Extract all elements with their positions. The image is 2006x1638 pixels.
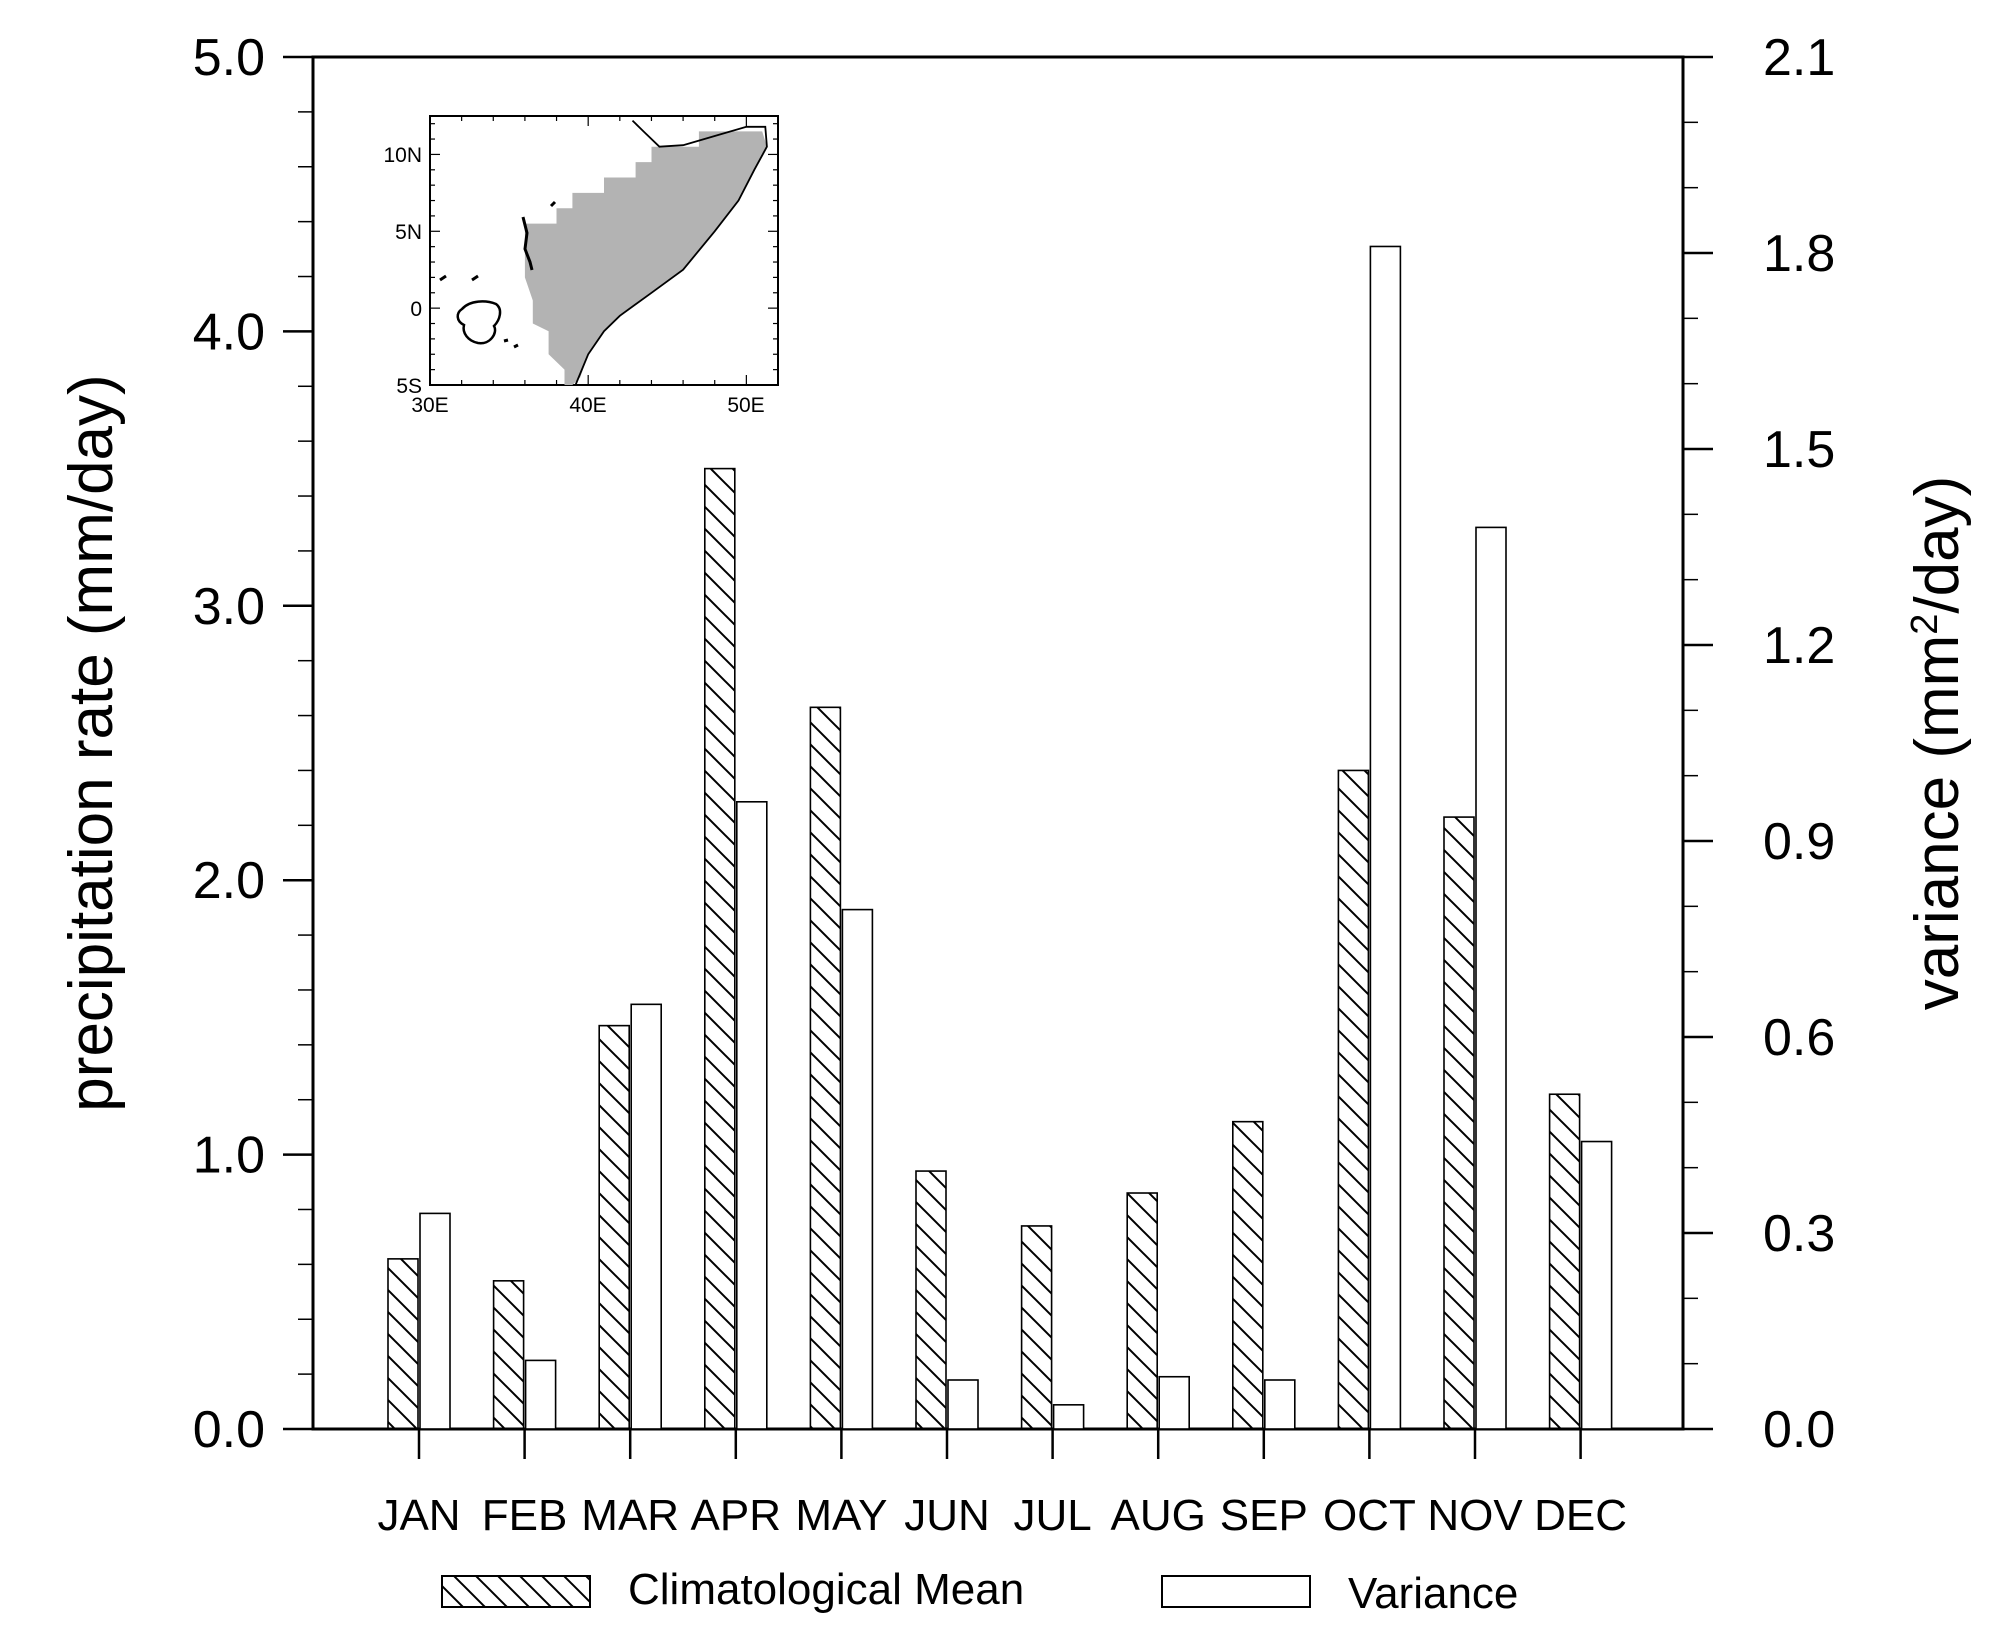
right-tick-label: 0.3 <box>1763 1205 1835 1263</box>
bar-variance-dec <box>1580 1140 1613 1430</box>
x-tick-label-sep: SEP <box>1220 1491 1308 1540</box>
bar-variance-jun <box>947 1379 979 1430</box>
x-tick-label-jul: JUL <box>1013 1491 1091 1540</box>
bar-mean-nov <box>1443 816 1475 1430</box>
x-axis: JAN FEB MAR APR MAY JUN JUL AUG SEP OCT NOV DEC <box>377 1429 1627 1540</box>
bar-variance-may <box>841 908 874 1430</box>
x-tick-label-apr: APR <box>691 1491 781 1540</box>
bar-mean-apr <box>703 467 736 1430</box>
right-tick-label: 1.2 <box>1763 617 1835 675</box>
bar-variance-aug <box>1158 1375 1190 1430</box>
left-tick-label: 0.0 <box>193 1401 265 1459</box>
y2-axis-title-part: /day) <box>1903 476 1972 614</box>
x-tick-label-jun: JUN <box>904 1491 990 1540</box>
map-lat-label-5s: 5S <box>396 375 422 398</box>
x-tick-label-feb: FEB <box>482 1491 568 1540</box>
y2-axis-title-sup: 2 <box>1904 614 1946 635</box>
right-tick-label: 1.8 <box>1763 225 1835 283</box>
y-axis-title: precipitation rate (mm/day) <box>57 374 126 1111</box>
map-shaded-region <box>524 131 767 385</box>
map-lon-label-50e: 50E <box>727 394 764 417</box>
y2-axis-title-part: variance (mm <box>1903 635 1972 1011</box>
bar-variance-feb <box>524 1359 557 1430</box>
right-tick-label: 0.0 <box>1763 1401 1835 1459</box>
x-tick-label-may: MAY <box>795 1491 887 1540</box>
bar-variance-apr <box>735 800 768 1430</box>
bar-variance-jan <box>419 1212 451 1430</box>
bar-mean-mar <box>598 1024 631 1430</box>
map-lake-victoria <box>456 300 502 345</box>
bar-layer <box>387 245 1613 1430</box>
bar-variance-sep <box>1264 1379 1296 1430</box>
x-tick-label-mar: MAR <box>581 1491 679 1540</box>
left-axis: 0.0 1.0 2.0 3.0 4.0 5.0 <box>193 29 313 1459</box>
bar-mean-jul <box>1020 1225 1053 1430</box>
x-tick-label-nov: NOV <box>1427 1491 1523 1540</box>
legend-swatch-climatological-mean <box>441 1575 591 1608</box>
legend: Climatological Mean Variance <box>441 1565 1518 1618</box>
map-lon-label-30e: 30E <box>411 394 448 417</box>
bar-mean-aug <box>1126 1192 1158 1430</box>
map-lat-label-5n: 5N <box>395 221 422 244</box>
left-tick-label: 2.0 <box>193 852 265 910</box>
bar-mean-dec <box>1548 1093 1581 1430</box>
right-axis: 0.0 0.3 0.6 0.9 1.2 1.5 1.8 2.1 <box>1683 29 1835 1459</box>
bar-mean-feb <box>492 1280 525 1430</box>
legend-label-variance: Variance <box>1348 1569 1518 1618</box>
bar-variance-nov <box>1475 526 1507 1430</box>
bar-mean-jan <box>387 1258 419 1430</box>
left-tick-label: 1.0 <box>193 1127 265 1185</box>
left-tick-label: 5.0 <box>193 29 265 87</box>
x-tick-label-aug: AUG <box>1111 1491 1206 1540</box>
map-lat-label-0: 0 <box>410 298 422 321</box>
map-lat-label-10n: 10N <box>383 144 422 167</box>
x-tick-label-dec: DEC <box>1534 1491 1627 1540</box>
map-small-lakes <box>439 200 557 349</box>
inset-map: 30E 40E 50E 10N 5N 0 5S <box>383 115 779 417</box>
right-tick-label: 1.5 <box>1763 421 1835 479</box>
legend-swatch-variance <box>1161 1575 1311 1608</box>
map-ticks <box>429 116 779 386</box>
x-tick-label-oct: OCT <box>1323 1491 1416 1540</box>
bar-mean-jun <box>915 1170 947 1430</box>
bar-mean-sep <box>1232 1120 1264 1430</box>
right-tick-label: 2.1 <box>1763 29 1835 87</box>
right-tick-label: 0.6 <box>1763 1009 1835 1067</box>
legend-label-climatological-mean: Climatological Mean <box>628 1565 1024 1614</box>
map-lake-turkana <box>521 216 534 271</box>
right-tick-label: 0.9 <box>1763 813 1835 871</box>
map-coastline <box>574 119 768 386</box>
left-tick-label: 3.0 <box>193 578 265 636</box>
bar-variance-jul <box>1052 1404 1085 1430</box>
x-tick-label-jan: JAN <box>377 1491 460 1540</box>
plot-frame <box>311 55 1685 1431</box>
bar-mean-may <box>809 706 842 1430</box>
left-tick-label: 4.0 <box>193 303 265 361</box>
bar-variance-mar <box>630 1003 663 1430</box>
bar-mean-oct <box>1337 769 1370 1430</box>
bar-variance-oct <box>1369 245 1402 1430</box>
map-lon-label-40e: 40E <box>569 394 606 417</box>
y2-axis-title: variance (mm2/day) <box>1903 476 1972 1011</box>
